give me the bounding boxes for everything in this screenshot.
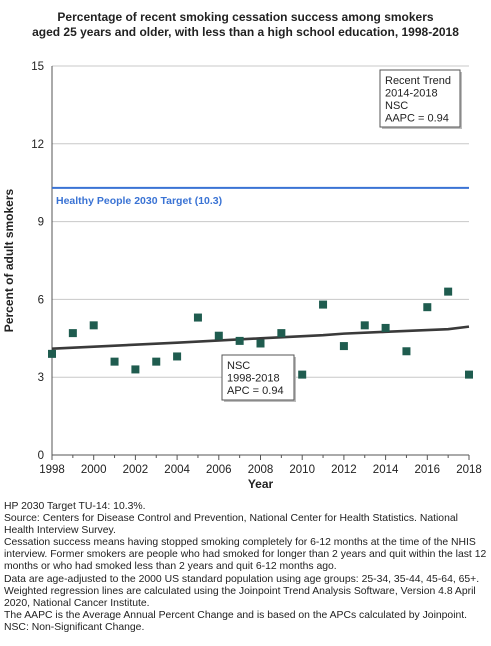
x-tick-label: 2010 (289, 464, 315, 476)
chart-title: Percentage of recent smoking cessation s… (0, 10, 491, 40)
data-point (298, 370, 307, 379)
x-tick-label: 2008 (248, 464, 274, 476)
data-point (381, 323, 390, 332)
y-axis-title: Percent of adult smokers (2, 188, 16, 332)
data-point (68, 329, 77, 338)
x-tick-label: 2006 (206, 464, 232, 476)
x-tick-label: 2004 (164, 464, 190, 476)
annotation-line: 1998-2018 (227, 373, 280, 385)
footnote-definition: Cessation success means having stopped s… (4, 537, 487, 573)
data-point (89, 321, 98, 330)
scatter-chart: 0 3 6 9 12 15 1998 2000 2002 2004 2006 2008 2010 2012… (2, 61, 482, 491)
data-point (423, 303, 432, 312)
annotation-line: AAPC = 0.94 (385, 113, 449, 125)
footnote-nsc: NSC: Non-Significant Change. (4, 621, 145, 633)
x-tick-label: 2012 (331, 464, 357, 476)
footnote-hp-target: HP 2030 Target TU-14: 10.3%. (4, 501, 146, 512)
footnote-regression: Weighted regression lines are calculated… (4, 585, 476, 609)
data-point (193, 313, 202, 322)
data-point (256, 339, 265, 348)
data-point (360, 321, 369, 330)
x-tick-label: 2000 (81, 464, 107, 476)
annotation-line: NSC (385, 100, 408, 112)
annotation-box (221, 354, 295, 401)
target-line-label: Healthy People 2030 Target (10.3) (56, 195, 222, 207)
y-tick-label: 6 (38, 294, 44, 306)
annotation-box (379, 69, 461, 128)
data-point (131, 365, 140, 374)
y-tick-label: 15 (31, 61, 44, 73)
y-tick-label: 12 (31, 139, 44, 151)
x-tick-label: 2018 (456, 464, 482, 476)
data-point (277, 329, 286, 338)
data-point (444, 287, 453, 296)
footnote-aapc: The AAPC is the Average Annual Percent C… (4, 609, 468, 621)
footnote-source: Source: Centers for Disease Control and … (4, 513, 458, 537)
data-point (110, 357, 119, 366)
annotation-line: APC = 0.94 (227, 385, 284, 397)
trend-line (51, 325, 470, 350)
x-tick-label: 2002 (123, 464, 149, 476)
footnote-age-adjustment: Data are age-adjusted to the 2000 US sta… (4, 573, 480, 585)
data-point (152, 357, 161, 366)
chart-title-line-1: Percentage of recent smoking cessation s… (57, 10, 434, 24)
x-axis-title: Year (248, 477, 274, 491)
x-tick-label: 2016 (415, 464, 441, 476)
x-tick-label: 2014 (373, 464, 399, 476)
data-point (173, 352, 182, 361)
data-point (214, 331, 223, 340)
chart-title-line-2: aged 25 years and older, with less than … (32, 25, 459, 39)
annotation-line: NSC (227, 360, 250, 372)
annotation-line: 2014-2018 (385, 88, 438, 100)
data-point (235, 336, 244, 345)
x-tick-label: 1998 (39, 464, 65, 476)
data-point (319, 300, 328, 309)
footnotes: HP 2030 Target TU-14: 10.3%. Source: Cen… (4, 501, 488, 634)
y-tick-label: 3 (38, 372, 44, 384)
y-tick-label: 9 (38, 217, 44, 229)
data-point (48, 349, 56, 358)
annotation-line: Recent Trend (385, 75, 451, 87)
y-tick-label: 0 (38, 450, 44, 462)
data-point (339, 342, 348, 351)
data-point (402, 347, 411, 356)
data-point (465, 370, 473, 379)
